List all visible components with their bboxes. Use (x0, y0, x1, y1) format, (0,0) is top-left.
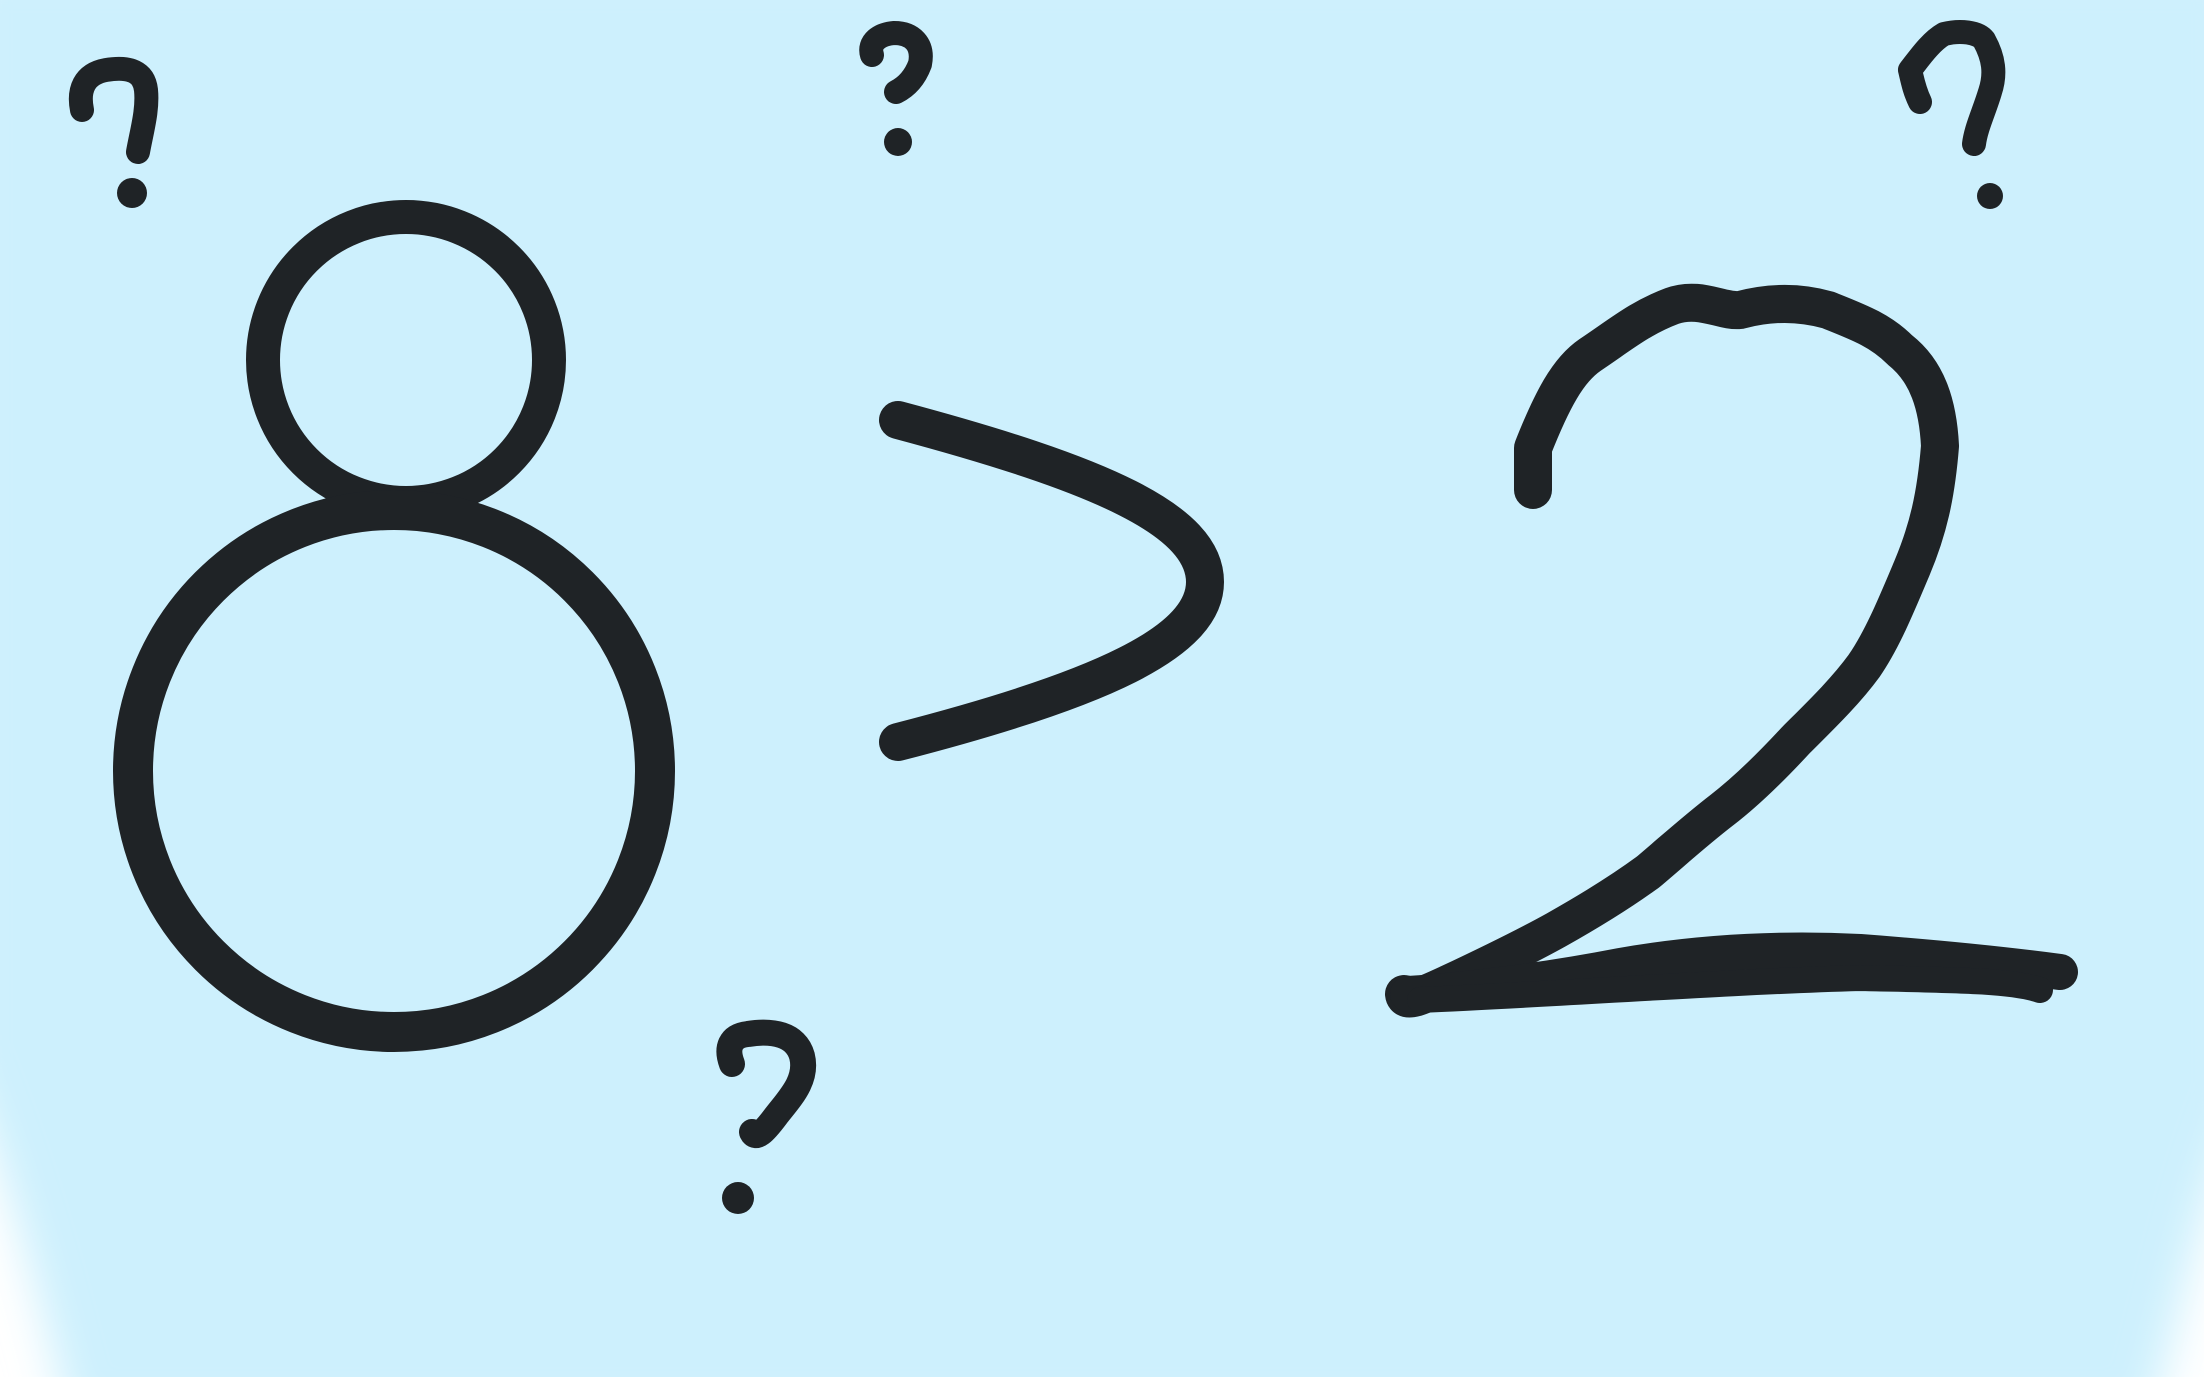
question-mark-dot (884, 128, 912, 156)
question-mark-bottom-center (716, 1019, 817, 1214)
question-mark-top-left (68, 56, 159, 208)
number-two-stroke (1385, 283, 1959, 1018)
number-two-base-return-stroke (1407, 965, 2053, 1013)
snowman-head-circle (246, 200, 566, 520)
question-mark-dot (1977, 183, 2003, 209)
question-mark-hook (716, 1019, 817, 1148)
question-mark-dot (117, 178, 147, 208)
greater-than-sign (879, 401, 1224, 761)
question-mark-dot (722, 1182, 754, 1214)
snowman-body-circle (113, 490, 675, 1052)
question-mark-hook (68, 56, 159, 164)
question-mark-top-center (859, 21, 933, 156)
question-mark-hook (859, 21, 933, 104)
question-mark-hook (1898, 20, 2006, 156)
number-two-figure (1385, 283, 2078, 1018)
question-mark-top-right (1898, 20, 2006, 209)
snowman-figure (113, 200, 675, 1052)
